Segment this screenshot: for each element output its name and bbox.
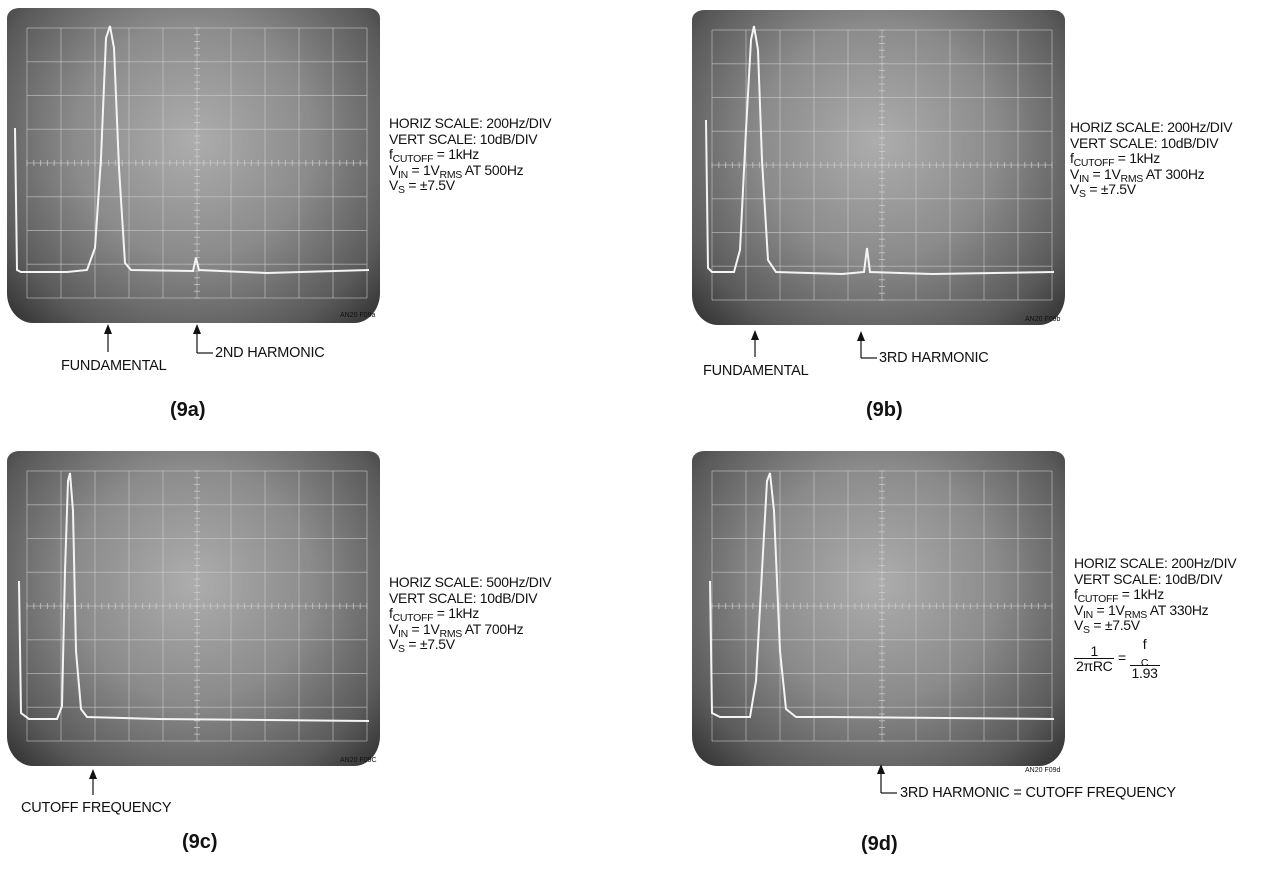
harmonic-label: 2ND HARMONIC: [215, 345, 325, 361]
vert-scale: VERT SCALE: 10dB/DIV: [389, 130, 538, 147]
scope-graticule: [709, 470, 1055, 742]
horiz-scale: HORIZ SCALE: 200Hz/DIV: [1070, 119, 1233, 135]
fundamental-label: FUNDAMENTAL: [703, 363, 809, 379]
panel-caption: (9b): [866, 399, 903, 421]
input-voltage: VIN = 1VRMS AT 700Hz: [389, 620, 524, 640]
supply-voltage: VS = ±7.5V: [389, 177, 455, 197]
formula-right: f C 1.93: [1129, 635, 1160, 681]
horiz-scale: HORIZ SCALE: 200Hz/DIV: [1074, 555, 1237, 571]
panel-caption: (9a): [170, 399, 206, 421]
panel-info: HORIZ SCALE: 200Hz/DIV VERT SCALE: 10dB/…: [1074, 555, 1237, 681]
figure-code: AN20 F09C: [340, 757, 377, 764]
oscilloscope-screen: [7, 8, 380, 323]
scope-graticule: [705, 25, 1055, 301]
cutoff-freq: fCUTOFF = 1kHz: [389, 605, 479, 625]
graticule-grid: [711, 470, 1053, 742]
vert-scale: VERT SCALE: 10dB/DIV: [389, 589, 538, 606]
panel-info: HORIZ SCALE: 200Hz/DIV VERT SCALE: 10dB/…: [389, 115, 552, 197]
scope-graticule: [18, 470, 370, 742]
cutoff-freq: fCUTOFF = 1kHz: [389, 146, 479, 166]
cutoff-label: CUTOFF FREQUENCY: [21, 800, 172, 816]
graticule-grid: [26, 470, 368, 742]
input-voltage: VIN = 1VRMS AT 330Hz: [1074, 601, 1209, 621]
panel-9d: HORIZ SCALE: 200Hz/DIV VERT SCALE: 10dB/…: [685, 443, 1264, 871]
harmonic-label: 3RD HARMONIC: [879, 350, 989, 366]
spectrum-trace: [709, 472, 1055, 720]
vert-scale: VERT SCALE: 10dB/DIV: [1070, 134, 1219, 151]
horiz-scale: HORIZ SCALE: 200Hz/DIV: [389, 115, 552, 131]
panel-9a: HORIZ SCALE: 200Hz/DIV VERT SCALE: 10dB/…: [0, 0, 632, 428]
supply-voltage: VS = ±7.5V: [1074, 617, 1140, 637]
fundamental-label: FUNDAMENTAL: [61, 358, 167, 374]
oscilloscope-screen: [7, 451, 380, 766]
vert-scale: VERT SCALE: 10dB/DIV: [1074, 570, 1223, 587]
panel-info: HORIZ SCALE: 200Hz/DIV VERT SCALE: 10dB/…: [1070, 119, 1233, 201]
figure-code: AN20 F09d: [1025, 767, 1061, 774]
panel-info: HORIZ SCALE: 500Hz/DIV VERT SCALE: 10dB/…: [389, 574, 552, 656]
scope-graticule: [14, 25, 370, 299]
cutoff-harmonic-label: 3RD HARMONIC = CUTOFF FREQUENCY: [900, 785, 1176, 801]
panel-9c: HORIZ SCALE: 500Hz/DIV VERT SCALE: 10dB/…: [0, 443, 632, 871]
graticule-grid: [711, 29, 1053, 301]
cutoff-freq: fCUTOFF = 1kHz: [1070, 150, 1160, 170]
cutoff-freq: fCUTOFF = 1kHz: [1074, 586, 1164, 606]
panel-caption: (9c): [182, 831, 218, 853]
supply-voltage: VS = ±7.5V: [389, 636, 455, 656]
figure-code: AN20 F09a: [340, 312, 376, 319]
input-voltage: VIN = 1VRMS AT 500Hz: [389, 161, 524, 181]
spectrum-trace: [14, 25, 370, 275]
oscilloscope-screen: [692, 451, 1065, 766]
figure-code: AN20 F09b: [1025, 316, 1061, 323]
panel-caption: (9d): [861, 833, 898, 855]
oscilloscope-screen: [692, 10, 1065, 325]
formula-left: 1 2πRC: [1074, 642, 1115, 674]
graticule-grid: [26, 27, 368, 299]
spectrum-trace: [705, 25, 1055, 276]
input-voltage: VIN = 1VRMS AT 300Hz: [1070, 165, 1205, 185]
panel-9b: HORIZ SCALE: 200Hz/DIV VERT SCALE: 10dB/…: [685, 0, 1264, 428]
spectrum-trace: [18, 472, 370, 722]
supply-voltage: VS = ±7.5V: [1070, 181, 1136, 201]
rc-formula: 1 2πRC = f C 1.93: [1074, 635, 1160, 681]
horiz-scale: HORIZ SCALE: 500Hz/DIV: [389, 574, 552, 590]
